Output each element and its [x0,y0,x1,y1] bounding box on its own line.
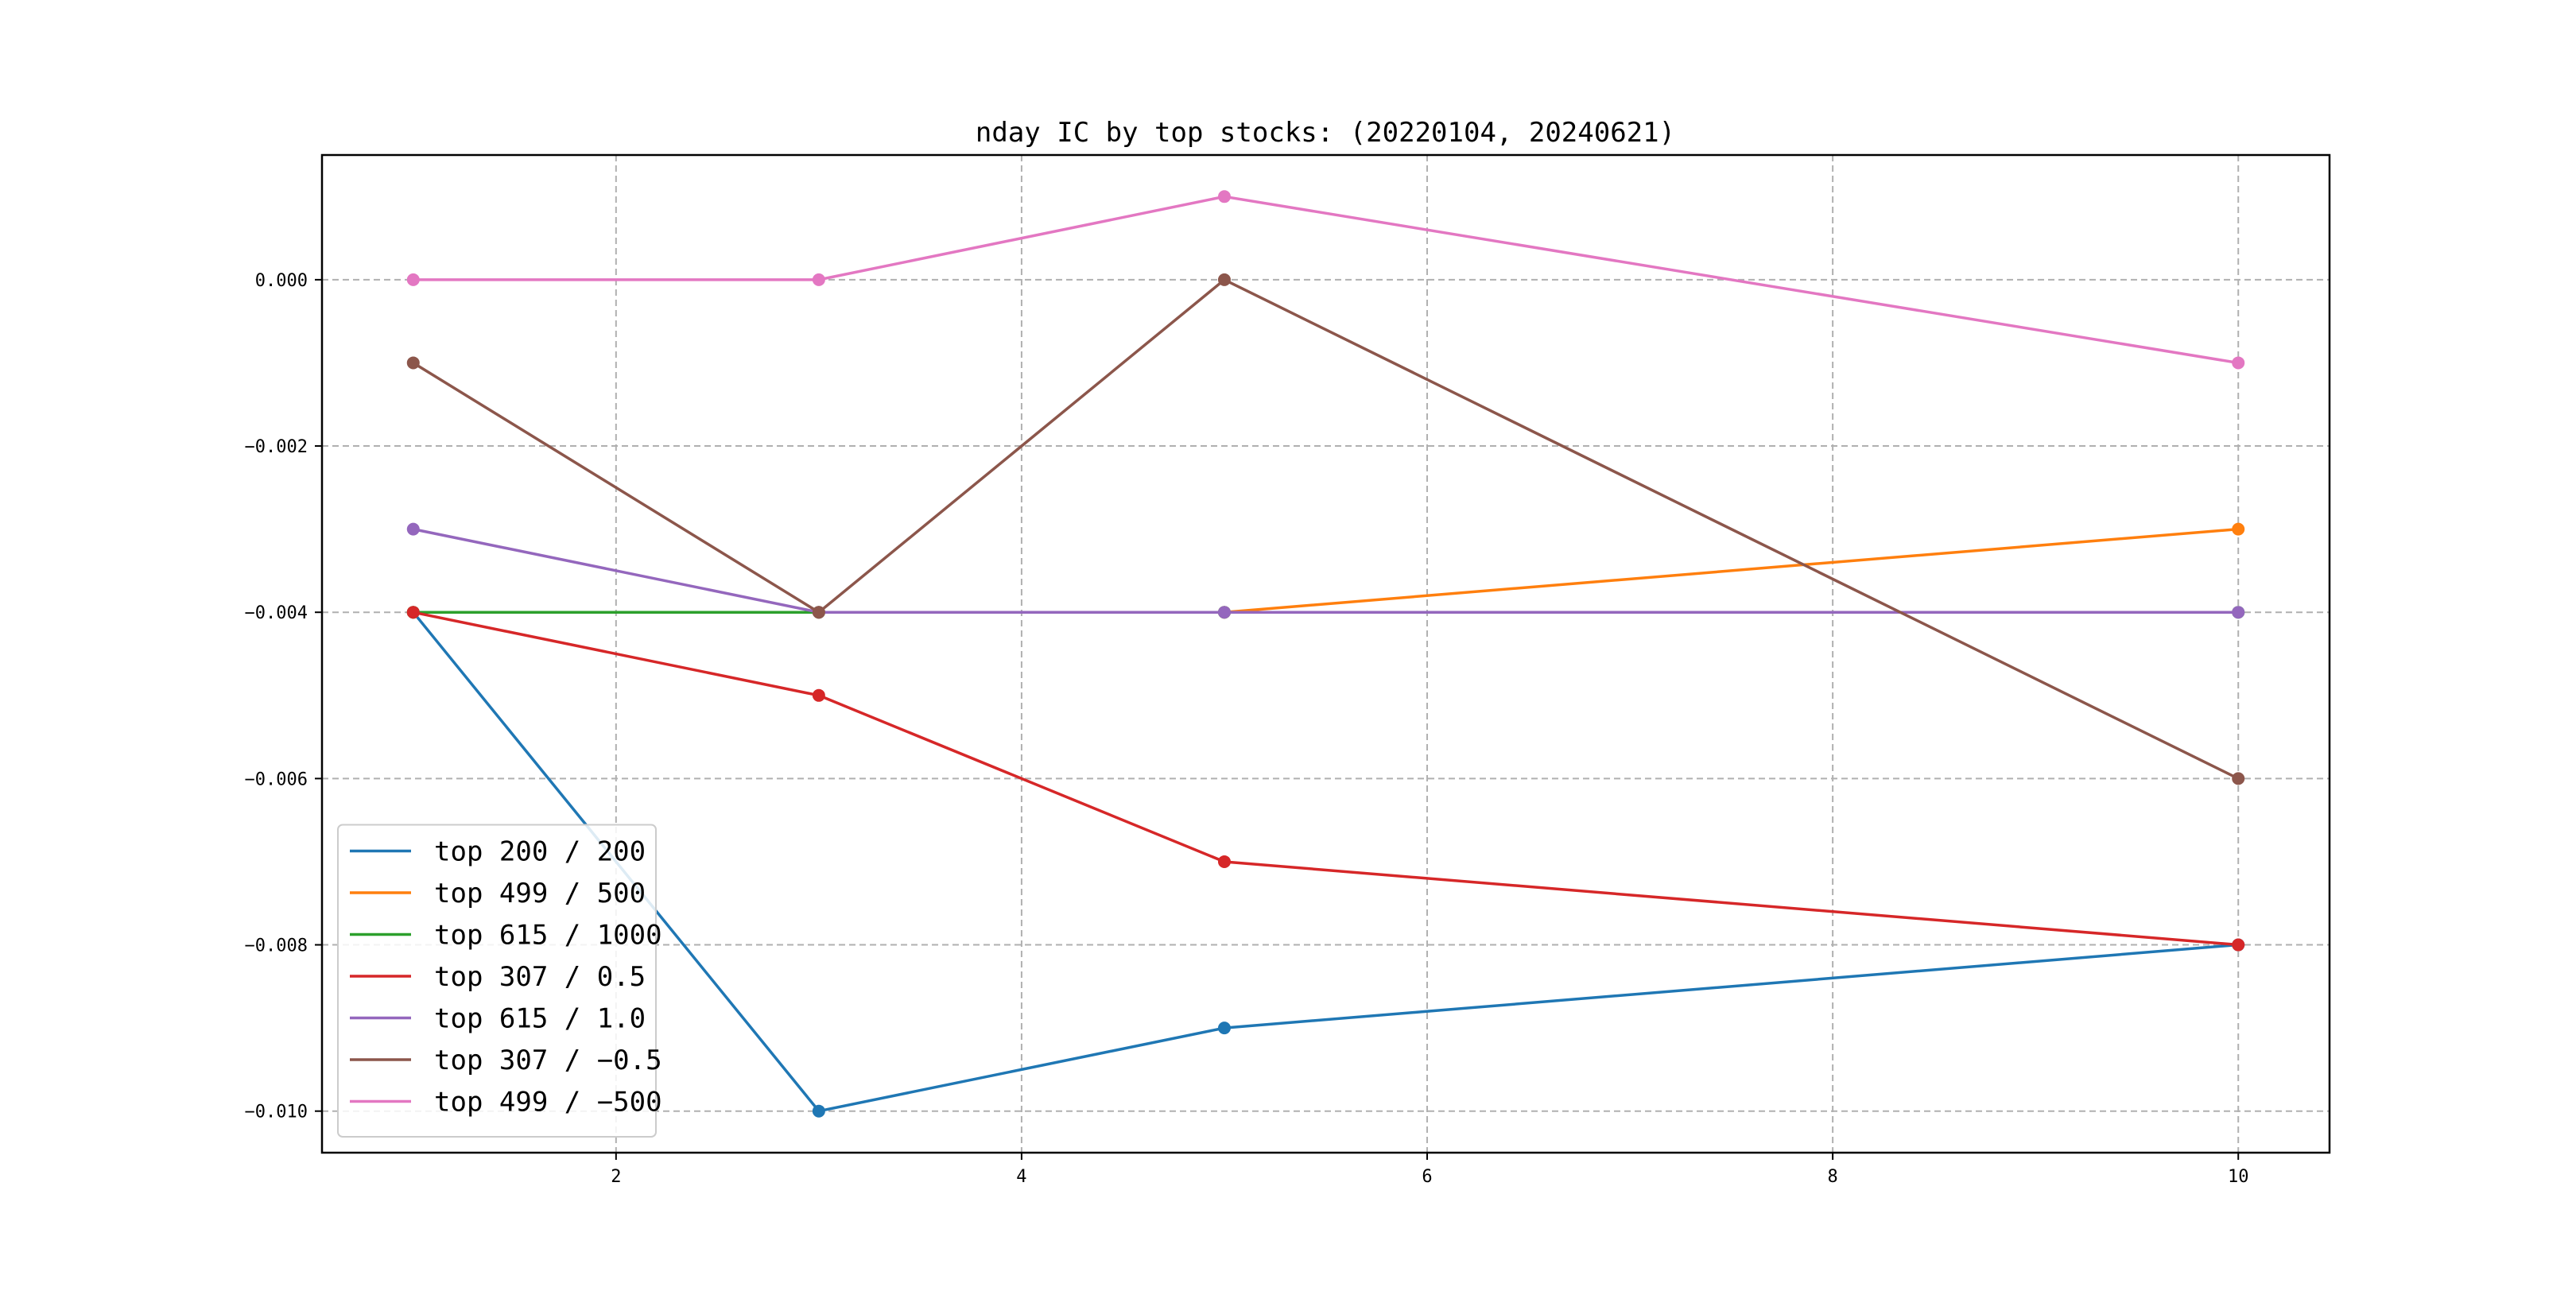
data-point [812,273,825,286]
axis-ticks: 2 4 6 8 10 0.000 −0.002 −0.004 −0.006 −0.008 −0.01… [245,271,2249,1187]
legend-item: top 499 / −500 [350,1087,662,1118]
data-point [406,606,420,619]
series-line [413,195,2239,365]
x-tick-label: 4 [1016,1167,1026,1187]
plot-frame [320,153,2331,1154]
chart-title: nday IC by top stocks: (20220104, 202406… [976,117,1675,149]
data-point [2232,772,2245,785]
y-tick-label: −0.008 [245,936,308,956]
data-point [1217,190,1231,204]
legend: top 200 / 200 top 499 / 500 top 615 / 1000… [337,824,662,1138]
x-tick-label: 2 [611,1167,621,1187]
y-tick-label: −0.002 [245,437,308,457]
series-line [413,611,2239,947]
legend-item: top 615 / 1000 [350,920,662,952]
x-tick-label: 6 [1422,1167,1432,1187]
legend-item: top 499 / 500 [350,878,646,909]
y-tick-label: 0.000 [255,271,308,291]
data-point [406,273,420,286]
legend-label: top 615 / 1.0 [434,1003,646,1035]
legend-label: top 307 / 0.5 [434,961,646,993]
data-point [812,606,825,619]
y-tick-label: −0.006 [245,770,308,789]
series-4 [406,606,2245,952]
legend-label: top 499 / 500 [434,878,646,909]
data-point [1217,606,1231,619]
legend-label: top 307 / −0.5 [434,1045,662,1076]
data-point [2232,522,2245,536]
legend-label: top 615 / 1000 [434,920,662,952]
legend-item: top 615 / 1.0 [350,1003,646,1035]
data-point [812,688,825,702]
series-line [413,527,2239,614]
legend-box [337,824,657,1138]
legend-label: top 200 / 200 [434,836,646,868]
legend-label: top 499 / −500 [434,1087,662,1118]
legend-item: top 200 / 200 [350,836,646,868]
series-7 [406,190,2245,370]
data-point [406,522,420,536]
x-tick-label: 10 [2228,1167,2249,1187]
legend-item: top 307 / 0.5 [350,961,646,993]
data-point [2232,606,2245,619]
y-tick-label: −0.010 [245,1103,308,1122]
data-point [1217,1022,1231,1035]
y-tick-label: −0.004 [245,603,308,623]
data-point [406,356,420,370]
data-point [1217,273,1231,286]
data-point [1217,855,1231,868]
x-tick-label: 8 [1828,1167,1838,1187]
data-point [2232,356,2245,370]
data-point [812,1104,825,1118]
legend-item: top 307 / −0.5 [350,1045,662,1076]
series-6 [406,273,2245,785]
series-line [412,278,2239,780]
data-point [2232,938,2245,952]
